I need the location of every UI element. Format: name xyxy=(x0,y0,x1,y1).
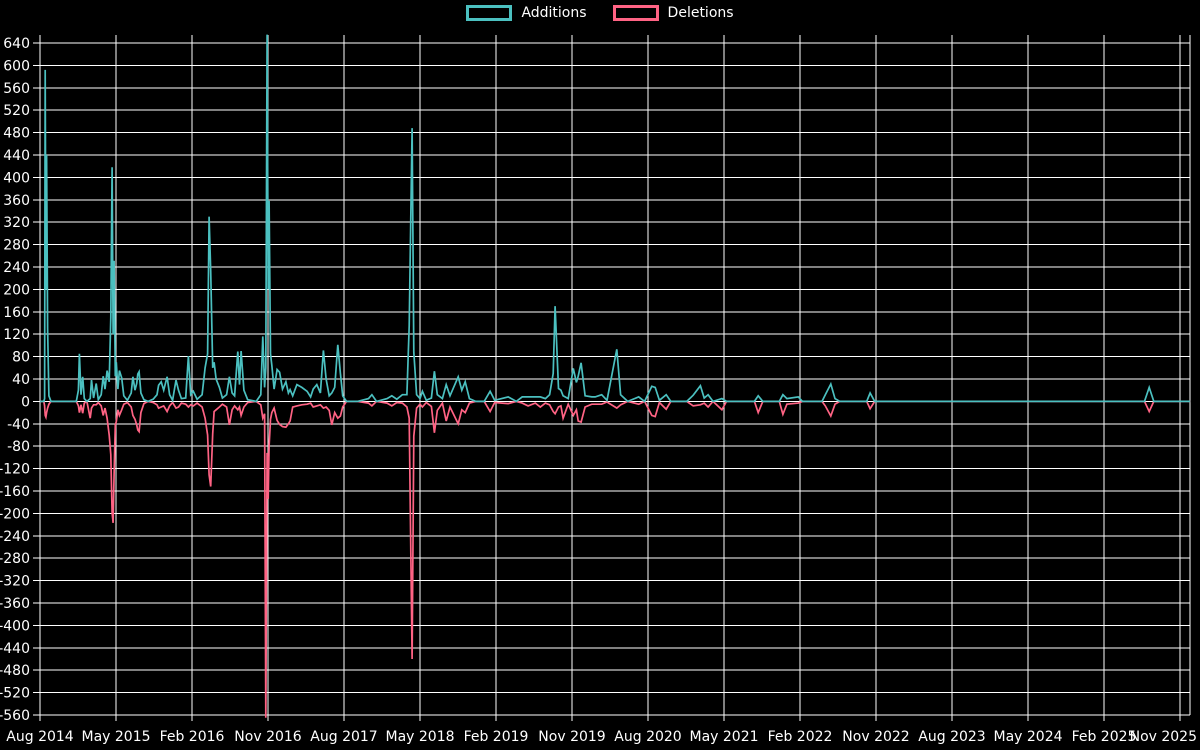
legend-item-additions[interactable]: Additions xyxy=(466,5,587,21)
x-tick-label: May 2015 xyxy=(81,729,150,745)
x-tick-label: Aug 2014 xyxy=(6,729,74,745)
x-tick-label: Feb 2022 xyxy=(768,729,833,745)
y-tick-label: -200 xyxy=(0,506,30,522)
grid-lines xyxy=(33,35,1191,721)
y-tick-label: -480 xyxy=(0,663,30,679)
y-tick-label: 200 xyxy=(3,282,30,298)
x-tick-label: May 2021 xyxy=(689,729,758,745)
deletions-line xyxy=(40,399,1191,718)
y-tick-label: -40 xyxy=(7,417,30,433)
y-tick-label: -360 xyxy=(0,596,30,612)
y-tick-label: 280 xyxy=(3,238,30,254)
y-tick-label: 400 xyxy=(3,170,30,186)
y-tick-label: 600 xyxy=(3,58,30,74)
x-tick-label: Feb 2019 xyxy=(464,729,529,745)
y-tick-label: -520 xyxy=(0,686,30,702)
y-tick-label: -400 xyxy=(0,618,30,634)
y-tick-label: -160 xyxy=(0,484,30,500)
x-tick-label: Nov 2016 xyxy=(234,729,301,745)
x-axis-labels: Aug 2014 May 2015 Feb 2016 Nov 2016 Aug 2017… xyxy=(6,729,1197,745)
legend-label: Deletions xyxy=(667,5,734,21)
y-tick-label: 120 xyxy=(3,327,30,343)
y-tick-label: 0 xyxy=(21,394,30,410)
y-tick-label: 240 xyxy=(3,260,30,276)
additions-swatch-icon xyxy=(466,5,513,21)
y-tick-label: -560 xyxy=(0,708,30,724)
legend-item-deletions[interactable]: Deletions xyxy=(612,5,734,21)
y-tick-label: -120 xyxy=(0,462,30,478)
x-tick-label: Feb 2016 xyxy=(160,729,225,745)
chart-legend: Additions Deletions xyxy=(0,5,1200,21)
x-tick-label: May 2018 xyxy=(385,729,454,745)
y-tick-label: 640 xyxy=(3,36,30,52)
y-tick-label: 160 xyxy=(3,305,30,321)
y-tick-label: 560 xyxy=(3,81,30,97)
x-tick-label: Nov 2022 xyxy=(842,729,909,745)
y-tick-label: 360 xyxy=(3,193,30,209)
y-tick-label: -440 xyxy=(0,641,30,657)
y-tick-label: 520 xyxy=(3,103,30,119)
y-tick-label: -240 xyxy=(0,529,30,545)
legend-label: Additions xyxy=(521,5,587,21)
x-tick-label: May 2024 xyxy=(993,729,1062,745)
y-tick-label: 480 xyxy=(3,126,30,142)
y-tick-label: -320 xyxy=(0,574,30,590)
y-tick-label: 80 xyxy=(12,350,30,366)
x-tick-label: Aug 2023 xyxy=(918,729,985,745)
x-tick-label: Aug 2017 xyxy=(310,729,377,745)
x-tick-label: Feb 2025 xyxy=(1072,729,1137,745)
y-tick-label: 440 xyxy=(3,148,30,164)
y-tick-label: 320 xyxy=(3,215,30,231)
deletions-swatch-icon xyxy=(612,5,659,21)
x-tick-label: Aug 2020 xyxy=(614,729,681,745)
y-tick-label: -280 xyxy=(0,551,30,567)
y-axis-labels: -560-520-480-440-400-360-320-280-240-200… xyxy=(0,36,30,724)
x-tick-label: Nov 2025 xyxy=(1130,729,1197,745)
x-tick-label: Nov 2019 xyxy=(538,729,605,745)
y-tick-label: -80 xyxy=(7,439,30,455)
y-tick-label: 40 xyxy=(12,372,30,388)
additions-line xyxy=(40,34,1191,403)
